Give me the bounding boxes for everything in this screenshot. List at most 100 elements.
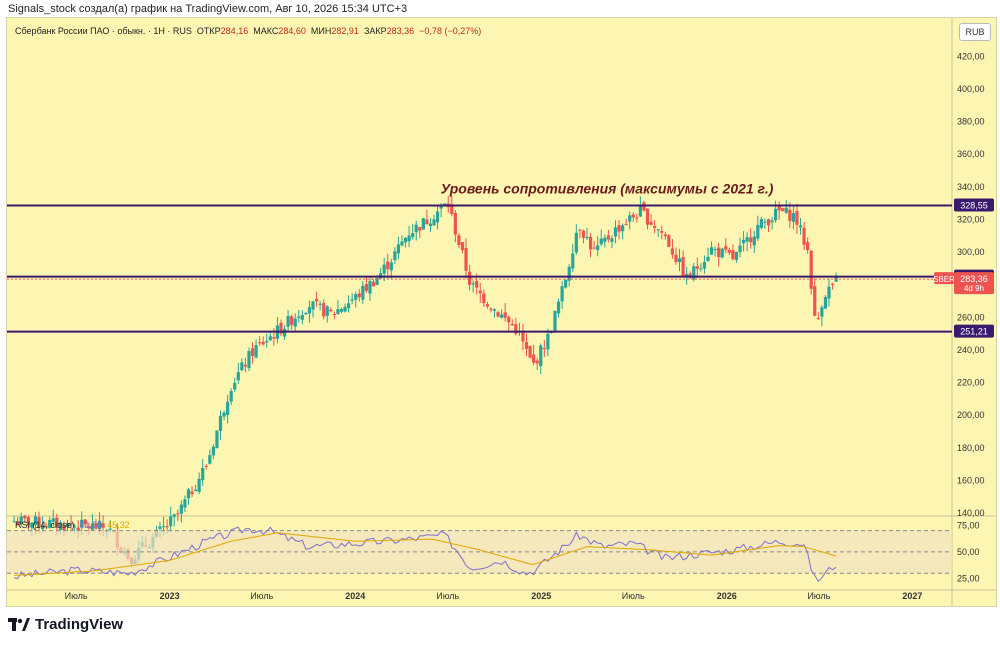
candle-body bbox=[368, 281, 372, 294]
candle-body bbox=[240, 362, 244, 371]
candle-body bbox=[514, 324, 518, 334]
candle-body bbox=[503, 312, 507, 318]
rsi-value: 41,50 bbox=[79, 520, 103, 530]
candle-body bbox=[307, 307, 312, 314]
rsi-label: RSI (14, close) bbox=[15, 520, 75, 530]
candle-body bbox=[247, 351, 251, 368]
candle-body bbox=[293, 318, 297, 327]
candle-body bbox=[656, 229, 660, 231]
x-tick-label: 2026 bbox=[717, 591, 737, 601]
candle-body bbox=[539, 345, 543, 367]
candle-body bbox=[396, 244, 401, 254]
candle-body bbox=[279, 322, 283, 334]
candle-body bbox=[12, 521, 16, 523]
candle-body bbox=[460, 242, 465, 251]
level-price-tag: 328,55 bbox=[954, 198, 994, 212]
candle-body bbox=[823, 297, 828, 309]
close-label: ЗАКР bbox=[363, 26, 387, 36]
candle-body bbox=[471, 283, 475, 285]
candle-body bbox=[581, 230, 586, 238]
candle-body bbox=[752, 236, 756, 246]
candle-body bbox=[435, 211, 440, 223]
candle-body bbox=[528, 345, 532, 358]
tradingview-brand[interactable]: TradingView bbox=[8, 616, 123, 633]
x-tick-label: Июль bbox=[65, 591, 88, 601]
symbol-text: Сбербанк России ПАО · обыкн. · 1Н · RUS bbox=[15, 26, 192, 36]
x-tick-label: 2027 bbox=[902, 591, 922, 601]
candle-body bbox=[165, 526, 169, 528]
candle-body bbox=[37, 517, 41, 527]
candle-body bbox=[371, 281, 376, 287]
candle-body bbox=[492, 309, 497, 311]
y-tick-label: 200,00 bbox=[957, 410, 985, 420]
candle-body bbox=[784, 207, 788, 213]
candle-body bbox=[546, 333, 550, 350]
brand-name: TradingView bbox=[35, 616, 124, 633]
y-tick-label: 160,00 bbox=[957, 475, 985, 485]
candle-body bbox=[507, 316, 511, 323]
candle-body bbox=[734, 251, 739, 261]
candle-body bbox=[407, 235, 411, 242]
candle-body bbox=[749, 237, 753, 243]
chart-svg[interactable]: 420,00 400,00 380,00 360,00 340,00 320,00 300,… bbox=[7, 18, 996, 606]
candle-body bbox=[450, 204, 454, 215]
candle-body bbox=[51, 518, 55, 522]
candle-body bbox=[336, 309, 340, 315]
candle-body bbox=[781, 208, 785, 212]
candle-body bbox=[197, 478, 201, 492]
candle-body bbox=[101, 523, 105, 528]
candle-body bbox=[400, 241, 404, 246]
y-tick-label: 420,00 bbox=[957, 51, 985, 61]
currency-button[interactable]: RUB bbox=[959, 23, 991, 41]
candle-body bbox=[475, 280, 479, 288]
x-tick-label: Июль bbox=[250, 591, 273, 601]
candle-body bbox=[756, 225, 760, 239]
candle-body bbox=[610, 238, 614, 242]
candle-body bbox=[215, 430, 219, 448]
chart-frame[interactable]: 420,00 400,00 380,00 360,00 340,00 320,00 300,… bbox=[6, 17, 997, 607]
candle-body bbox=[791, 213, 795, 222]
x-tick-label: 2025 bbox=[531, 591, 551, 601]
candle-body bbox=[282, 328, 287, 337]
candle-body bbox=[524, 342, 529, 349]
y-tick-label: 400,00 bbox=[957, 84, 985, 94]
candle-body bbox=[418, 227, 422, 231]
candle-body bbox=[521, 330, 525, 342]
candle-body bbox=[670, 248, 675, 255]
candle-body bbox=[329, 309, 333, 312]
candle-body bbox=[660, 230, 664, 233]
candle-body bbox=[87, 526, 91, 529]
candle-body bbox=[44, 525, 48, 527]
y-tick-label: 340,00 bbox=[957, 182, 985, 192]
candle-body bbox=[364, 284, 368, 291]
candle-body bbox=[425, 219, 429, 225]
candle-body bbox=[403, 237, 408, 243]
candle-body bbox=[798, 225, 803, 228]
candle-body bbox=[571, 253, 575, 269]
candle-body bbox=[599, 238, 603, 245]
candle-body bbox=[55, 517, 59, 528]
candle-body bbox=[80, 519, 84, 528]
candle-body bbox=[347, 303, 351, 309]
candle-body bbox=[763, 221, 767, 223]
candle-body bbox=[90, 523, 95, 530]
candle-body bbox=[62, 525, 66, 530]
candle-body bbox=[193, 489, 198, 492]
candle-body bbox=[482, 293, 486, 304]
candle-body bbox=[585, 236, 589, 239]
candle-body bbox=[58, 522, 62, 530]
candle-body bbox=[389, 262, 393, 271]
candle-body bbox=[830, 283, 835, 285]
candle-body bbox=[268, 336, 272, 341]
candle-body bbox=[717, 247, 721, 258]
symbol-tag-bg bbox=[934, 272, 954, 285]
candle-body bbox=[685, 273, 689, 276]
candle-body bbox=[489, 308, 493, 310]
candle-body bbox=[30, 522, 34, 528]
candle-body bbox=[788, 209, 792, 221]
candle-body bbox=[603, 237, 607, 242]
candle-body bbox=[713, 249, 717, 251]
candle-body bbox=[759, 218, 763, 228]
candle-body bbox=[386, 261, 390, 270]
candle-body bbox=[649, 221, 653, 225]
